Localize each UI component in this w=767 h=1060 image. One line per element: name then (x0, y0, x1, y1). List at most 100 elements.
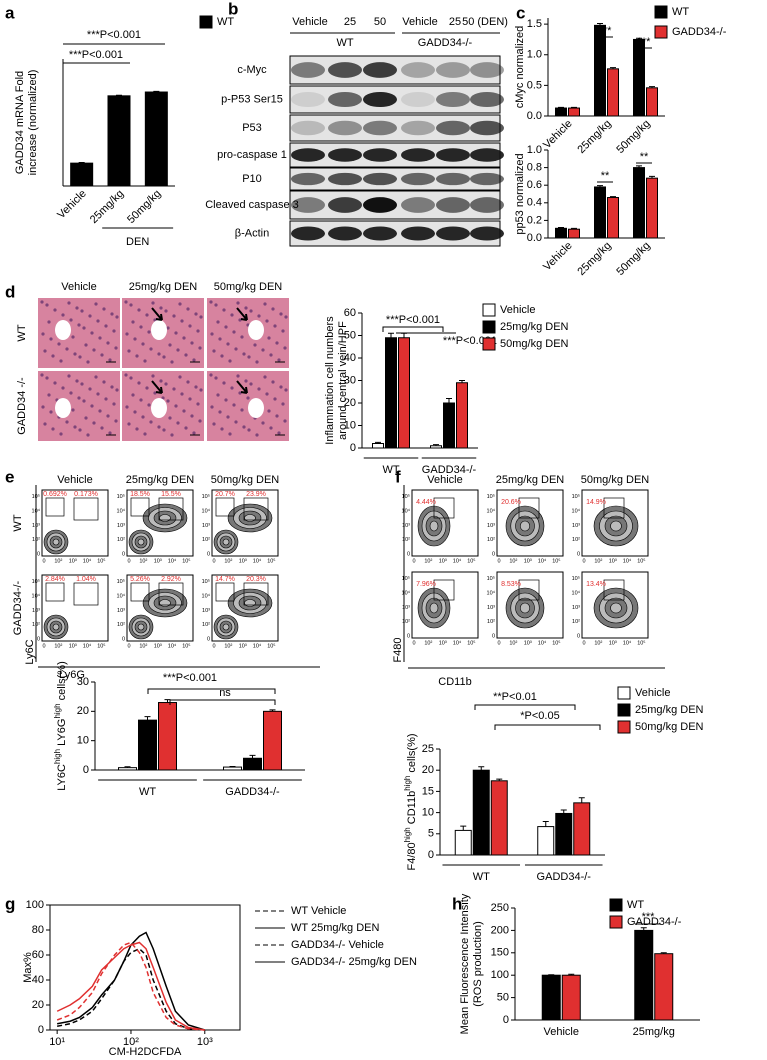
legend-swatch (617, 686, 631, 700)
blot-band (328, 197, 362, 213)
nucleus (271, 307, 275, 311)
nucleus (147, 403, 151, 407)
bar (607, 197, 619, 239)
bar (646, 177, 658, 239)
nucleus (98, 336, 102, 340)
flow-y-tick: 10³ (202, 608, 210, 614)
nucleus (209, 373, 213, 377)
nucleus (172, 387, 176, 391)
y-tick-label: 1.5 (527, 18, 542, 30)
vein (151, 320, 167, 340)
nucleus (102, 307, 106, 311)
blot-band (470, 197, 504, 213)
nucleus (168, 416, 172, 420)
flow-x-tick: 10⁴ (168, 557, 177, 564)
nucleus (47, 320, 51, 324)
nucleus (114, 419, 118, 423)
flow-y-tick: 10³ (117, 523, 125, 529)
nucleus (265, 392, 269, 396)
gate-percent: 4.44% (416, 499, 436, 506)
y-tick-label: 30 (77, 676, 89, 688)
flow-y-tick: 0 (122, 551, 125, 557)
nucleus (192, 358, 196, 362)
flow-y-tick: 10⁴ (402, 589, 411, 596)
nucleus (102, 380, 106, 384)
blot-band (363, 91, 397, 108)
flow-x-tick: 0 (497, 558, 500, 564)
bar (555, 812, 573, 856)
blot-band (363, 226, 397, 241)
nucleus (106, 414, 110, 418)
flow-x-tick: 10³ (154, 558, 162, 564)
panel-label: g (5, 894, 15, 913)
flow-x-tick: 10⁴ (453, 557, 462, 564)
legend-label: GADD34-/- Vehicle (291, 939, 384, 951)
y-tick-label: 0 (83, 764, 89, 776)
bar (144, 91, 168, 187)
x-tick-label: GADD34-/- (225, 786, 280, 798)
y-tick-label: 1.0 (527, 49, 542, 61)
flow-x-tick: 10² (424, 558, 432, 564)
flow-y-tick: 10⁴ (402, 507, 411, 514)
nucleus (59, 359, 63, 363)
nucleus (212, 349, 216, 353)
gate-percent: 14.9% (586, 499, 606, 506)
nucleus (94, 375, 98, 379)
flow-x-tick: 10² (594, 640, 602, 646)
bar (654, 953, 674, 1021)
nucleus (210, 405, 214, 409)
y-tick-label: 30 (344, 374, 356, 386)
blot-band (291, 226, 325, 241)
flow-y-tick: 10³ (487, 605, 495, 611)
gate (433, 579, 455, 601)
annotation: ns (219, 687, 231, 699)
gate (603, 497, 625, 519)
blot-group: WT (336, 37, 353, 49)
contour (244, 514, 256, 522)
flow-y-tick: 10⁴ (117, 592, 126, 599)
y-tick-label: 0 (38, 1024, 44, 1036)
bar (158, 702, 177, 771)
gate-percent: 14.7% (215, 576, 235, 583)
blot-band (328, 91, 362, 108)
x-tick-label: Vehicle (544, 1026, 579, 1038)
flow-y-tick: 10⁵ (402, 493, 410, 500)
nucleus (80, 309, 84, 313)
legend-label: WT (217, 16, 234, 28)
panel-label: a (5, 3, 15, 22)
significance-bracket (382, 326, 444, 332)
nucleus (230, 386, 234, 390)
nucleus (78, 355, 82, 359)
flow-x-tick: 10⁵ (552, 557, 560, 564)
legend-swatch (609, 898, 623, 912)
flow-y-tick: 10² (487, 537, 495, 543)
nucleus (77, 323, 81, 327)
bar (223, 766, 242, 771)
flow-x-tick: 10² (594, 558, 602, 564)
nucleus (218, 410, 222, 414)
flow-x-tick: 0 (127, 558, 130, 564)
y-tick-label: 20 (422, 764, 434, 776)
flow-x-tick: 10³ (524, 558, 532, 564)
flow-x-tick: 10⁵ (182, 642, 190, 649)
bar (70, 162, 94, 187)
y-axis-title: LY6Chigh LY6Ghigh cells(%) (53, 661, 68, 791)
flow-column: Vehicle (57, 474, 92, 486)
error-bar (560, 809, 567, 814)
flow-x-tick: 10² (224, 558, 232, 564)
y-axis-title: F4/80high CD11bhigh cells(%) (403, 733, 418, 870)
flow-x-tick: 10⁴ (623, 639, 632, 646)
y-axis-title-part: high (403, 776, 412, 791)
gate (158, 582, 184, 606)
annotation: ***P<0.001 (386, 314, 440, 326)
annotation: *P<0.05 (520, 710, 559, 722)
panel-label: c (516, 3, 525, 22)
x-tick-label: 25mg/kg (633, 1026, 675, 1038)
nucleus (49, 337, 53, 341)
nucleus (139, 398, 143, 402)
blot-band (470, 62, 504, 78)
flow-x-tick: 0 (42, 558, 45, 564)
nucleus (234, 420, 238, 424)
gate-percent: 15.5% (161, 491, 181, 498)
